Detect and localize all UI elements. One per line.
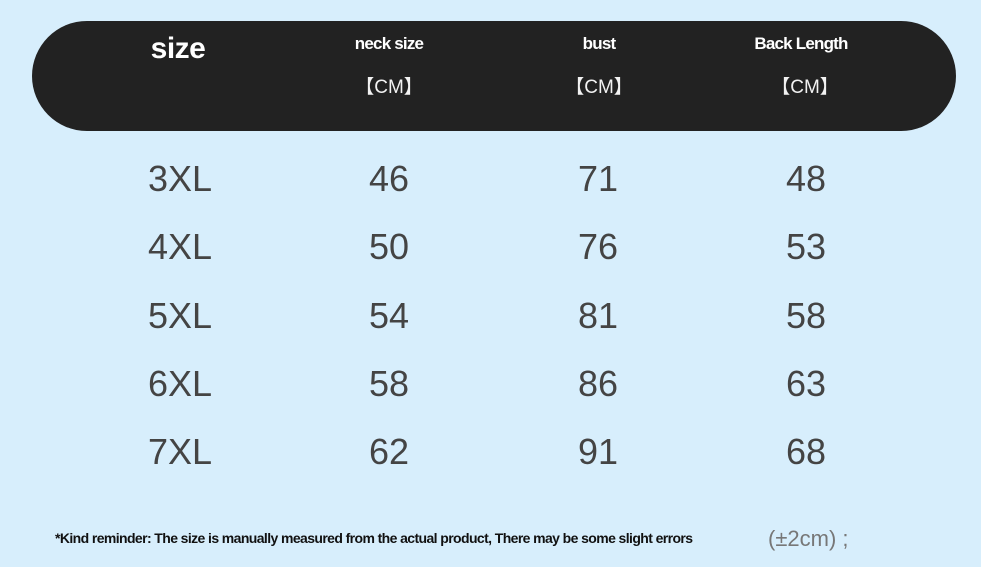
cell-size: 4XL [147, 226, 213, 267]
cell-back: 58 [785, 295, 827, 336]
cell-neck: 54 [368, 295, 410, 336]
cell-size: 7XL [147, 431, 213, 472]
header-bust: bust [582, 34, 616, 53]
cell-bust: 91 [577, 431, 619, 472]
cell-size: 5XL [147, 295, 213, 336]
header-back-length: Back Length [754, 34, 848, 53]
cell-neck: 50 [368, 226, 410, 267]
cell-size: 6XL [147, 363, 213, 404]
header-back-unit: 【CM】 [771, 77, 839, 98]
header-size: size [150, 32, 206, 65]
cell-size: 3XL [147, 158, 213, 199]
header-neck-size: neck size [354, 34, 424, 53]
cell-bust: 71 [577, 158, 619, 199]
tolerance-note: (±2cm) ; [768, 526, 849, 551]
cell-back: 53 [785, 226, 827, 267]
cell-neck: 46 [368, 158, 410, 199]
cell-bust: 86 [577, 363, 619, 404]
cell-bust: 76 [577, 226, 619, 267]
cell-back: 48 [785, 158, 827, 199]
cell-back: 68 [785, 431, 827, 472]
header-bust-unit: 【CM】 [565, 77, 633, 98]
cell-bust: 81 [577, 295, 619, 336]
cell-back: 63 [785, 363, 827, 404]
header-neck-unit: 【CM】 [355, 77, 423, 98]
table-header [32, 21, 956, 131]
cell-neck: 58 [368, 363, 410, 404]
cell-neck: 62 [368, 431, 410, 472]
kind-reminder-note: *Kind reminder: The size is manually mea… [55, 530, 693, 546]
